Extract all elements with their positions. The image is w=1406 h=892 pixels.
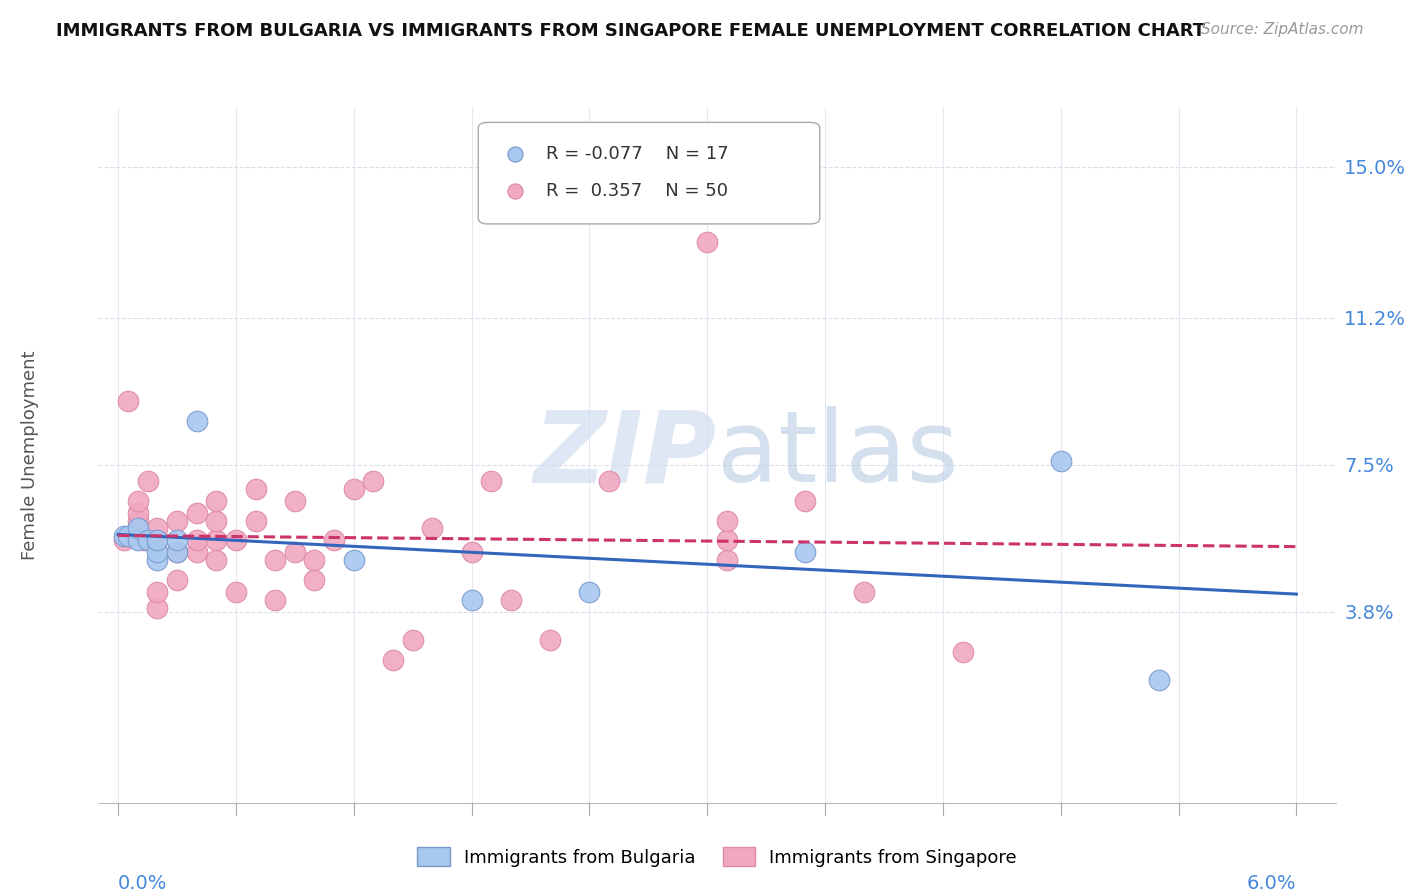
Point <box>166 545 188 559</box>
Point <box>127 521 149 535</box>
Point <box>696 235 718 250</box>
Point <box>146 585 169 599</box>
Point <box>225 533 247 548</box>
Point <box>225 585 247 599</box>
Point <box>264 553 287 567</box>
Point <box>117 394 139 409</box>
Point <box>323 533 346 548</box>
Point <box>146 601 169 615</box>
Point <box>343 482 366 496</box>
Point <box>186 414 208 428</box>
Point <box>460 593 482 607</box>
FancyBboxPatch shape <box>478 122 820 224</box>
Point <box>538 632 561 647</box>
Point <box>794 493 817 508</box>
Point <box>121 529 143 543</box>
Point <box>132 533 155 548</box>
Point <box>382 653 405 667</box>
Point <box>794 545 817 559</box>
Point <box>136 474 159 488</box>
Point <box>136 533 159 548</box>
Point <box>284 545 307 559</box>
Point <box>1049 454 1071 468</box>
Point <box>716 533 738 548</box>
Point <box>499 593 522 607</box>
Point <box>598 474 620 488</box>
Legend: Immigrants from Bulgaria, Immigrants from Singapore: Immigrants from Bulgaria, Immigrants fro… <box>409 840 1025 874</box>
Point <box>112 533 135 548</box>
Point <box>146 533 169 548</box>
Point <box>304 573 326 587</box>
Point <box>716 514 738 528</box>
Point <box>363 474 385 488</box>
Point <box>205 553 228 567</box>
Point <box>952 645 974 659</box>
Point <box>127 506 149 520</box>
Text: R =  0.357    N = 50: R = 0.357 N = 50 <box>547 182 728 200</box>
Point <box>186 506 208 520</box>
Point <box>205 533 228 548</box>
Point <box>146 545 169 559</box>
Point <box>166 514 188 528</box>
Point <box>578 585 600 599</box>
Point <box>716 553 738 567</box>
Point <box>264 593 287 607</box>
Point <box>166 533 188 548</box>
Point <box>112 529 135 543</box>
Point <box>146 553 169 567</box>
Point <box>343 553 366 567</box>
Point <box>853 585 876 599</box>
Text: ZIP: ZIP <box>534 407 717 503</box>
Text: IMMIGRANTS FROM BULGARIA VS IMMIGRANTS FROM SINGAPORE FEMALE UNEMPLOYMENT CORREL: IMMIGRANTS FROM BULGARIA VS IMMIGRANTS F… <box>56 22 1205 40</box>
Point <box>401 632 423 647</box>
Point <box>205 514 228 528</box>
Point <box>245 514 267 528</box>
Point <box>460 545 482 559</box>
Point <box>127 514 149 528</box>
Text: Source: ZipAtlas.com: Source: ZipAtlas.com <box>1201 22 1364 37</box>
Text: 6.0%: 6.0% <box>1247 874 1296 892</box>
Point <box>1147 673 1170 687</box>
Point <box>117 529 139 543</box>
Point <box>304 553 326 567</box>
Point <box>479 474 502 488</box>
Text: atlas: atlas <box>717 407 959 503</box>
Point <box>166 573 188 587</box>
Point <box>420 521 443 535</box>
Point <box>146 521 169 535</box>
Text: R = -0.077    N = 17: R = -0.077 N = 17 <box>547 145 728 163</box>
Text: 0.0%: 0.0% <box>118 874 167 892</box>
Point <box>127 493 149 508</box>
Point <box>186 533 208 548</box>
Point <box>245 482 267 496</box>
Point <box>284 493 307 508</box>
Point <box>127 533 149 548</box>
Point <box>205 493 228 508</box>
Text: Female Unemployment: Female Unemployment <box>21 351 39 559</box>
Point <box>186 545 208 559</box>
Point <box>166 545 188 559</box>
Point <box>146 533 169 548</box>
